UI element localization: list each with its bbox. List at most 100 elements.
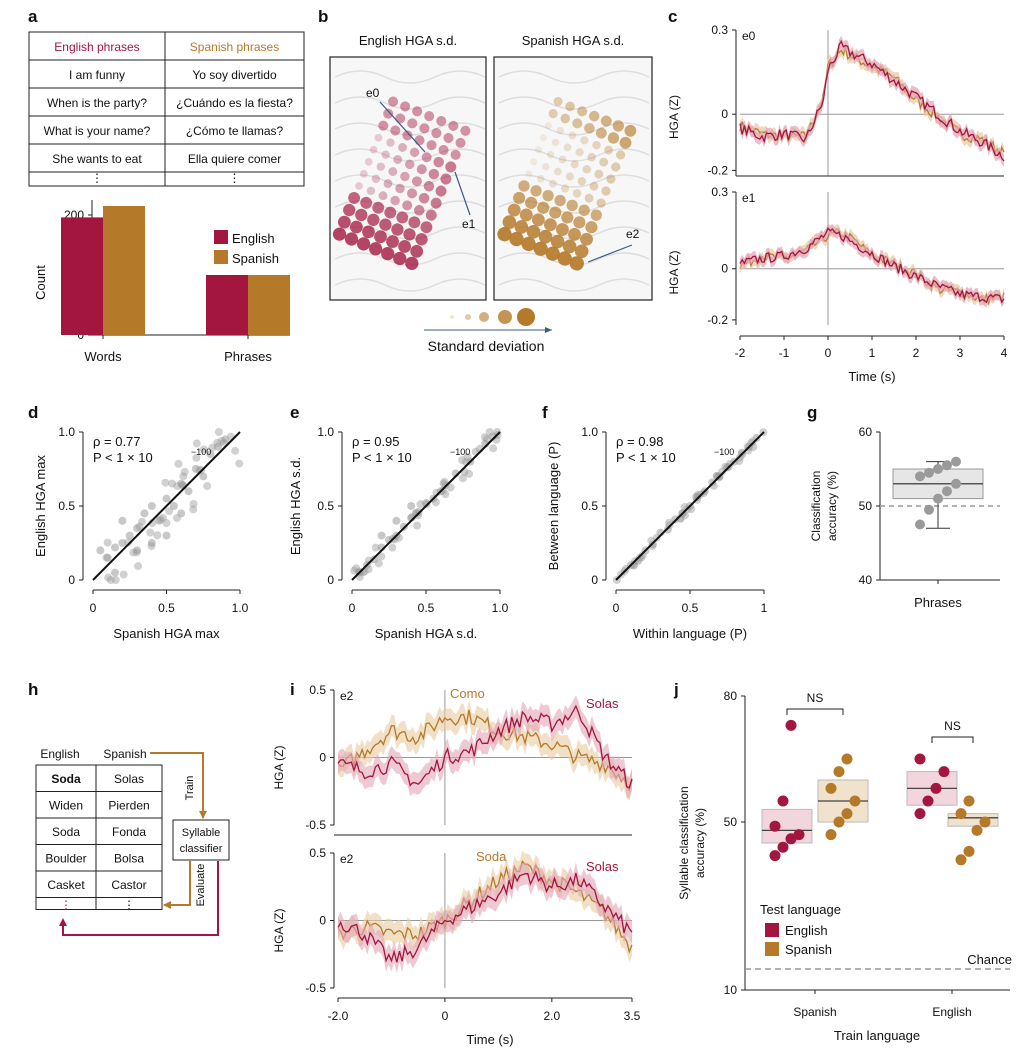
scatter-point (217, 436, 226, 445)
electrode (378, 120, 389, 131)
electrode (570, 160, 579, 169)
electrode-arrow (379, 101, 426, 153)
scatter-y-tick-label: 0 (591, 573, 598, 587)
h-cell-spanish: Fonda (112, 825, 146, 839)
bar-english (61, 217, 103, 335)
electrode (561, 211, 574, 224)
h-classifier-label: classifier (180, 843, 223, 855)
scatter-x-tick-label: 1.0 (232, 601, 249, 615)
electrode (372, 201, 385, 214)
c-y-tick-label: 0 (721, 107, 728, 121)
electrode (400, 101, 411, 112)
electrode (542, 162, 550, 171)
electrode (575, 148, 584, 157)
j-ns-bracket (786, 708, 844, 715)
scatter-point (179, 472, 188, 481)
electrode (384, 206, 397, 219)
j-point (979, 816, 991, 828)
panel-letter-f: f (542, 403, 548, 422)
i-y-tick-label: 0.5 (309, 683, 326, 697)
electrode-label-e1: e1 (462, 217, 476, 231)
scatter-point (129, 548, 138, 557)
electrode (396, 211, 409, 224)
j-ns-bracket (931, 736, 974, 743)
scatter-point (111, 576, 120, 584)
electrode (574, 244, 589, 259)
electrode-label-e2: e2 (626, 227, 640, 241)
scatter-point (119, 570, 128, 579)
electrode (393, 251, 407, 266)
h-table (35, 764, 163, 910)
electrode (398, 143, 407, 152)
scatter-point (172, 514, 181, 523)
electrode (366, 186, 376, 195)
electrode (530, 185, 542, 197)
electrode (553, 167, 562, 176)
scatter-point (354, 567, 363, 576)
electrode (544, 122, 552, 130)
scatter-point (165, 507, 174, 516)
electrode (409, 147, 420, 158)
c-x-tick-label: 2 (913, 346, 920, 360)
i-electrode-label: e2 (340, 852, 354, 866)
electrode (560, 113, 571, 124)
scatter-x-tick-label: 1.0 (492, 601, 509, 615)
c-y-label: HGA (Z) (667, 250, 681, 294)
bar-y-label: Count (33, 265, 48, 300)
electrode-grid-spanish (497, 96, 637, 271)
j-point (955, 854, 967, 866)
g-y-tick-label: 50 (859, 499, 873, 513)
electrode (418, 192, 430, 204)
scatter-point (377, 531, 386, 540)
scatter-point (465, 469, 474, 478)
scatter-point (203, 482, 212, 491)
electrode (612, 120, 625, 132)
electrode (604, 145, 614, 155)
h-train-arrow (150, 752, 204, 818)
electrode-arrow (454, 171, 471, 216)
electrode (611, 162, 621, 172)
electrode (531, 213, 545, 227)
j-point (955, 808, 967, 820)
scatter-point (132, 548, 141, 557)
electrode (584, 193, 594, 203)
electrode (568, 227, 581, 241)
electrode (407, 118, 418, 129)
g-point (915, 519, 925, 530)
scatter-point (162, 531, 171, 540)
g-point (924, 467, 934, 478)
table-cell: When is the party? (47, 96, 147, 110)
g-x-label: Phrases (914, 595, 962, 610)
electrode (577, 106, 588, 117)
brain-gyrus (498, 96, 650, 110)
scatter-x-tick-label: 0 (613, 601, 620, 615)
c-x-tick-label: 4 (1001, 346, 1008, 360)
c-trace-band (740, 35, 1004, 167)
c-trace-english (739, 39, 1005, 162)
h-ellipsis: ⋮ (61, 900, 72, 912)
electrode (537, 201, 550, 214)
electrode (542, 189, 554, 202)
electrode (580, 232, 593, 246)
h-cell-spanish: Pierden (108, 799, 149, 813)
h-header-spanish: Spanish (103, 747, 146, 761)
electrode (425, 209, 437, 221)
scatter-point (416, 500, 425, 509)
electrode (391, 223, 404, 236)
scatter-point (441, 481, 450, 490)
legend-swatch-spanish (214, 250, 228, 264)
electrode (507, 203, 521, 217)
electrode (624, 124, 637, 137)
scatter-point (480, 433, 489, 442)
scatter-point (663, 525, 672, 534)
electrode (415, 233, 428, 246)
scatter-point (96, 546, 105, 555)
scatter-point (390, 535, 399, 544)
scatter-fit-line (351, 431, 501, 581)
electrode (424, 111, 435, 122)
table-cell: I am funny (69, 68, 125, 82)
electrode (497, 227, 512, 242)
scatter-point (743, 442, 752, 451)
i-y-tick-label: 0 (319, 914, 326, 928)
